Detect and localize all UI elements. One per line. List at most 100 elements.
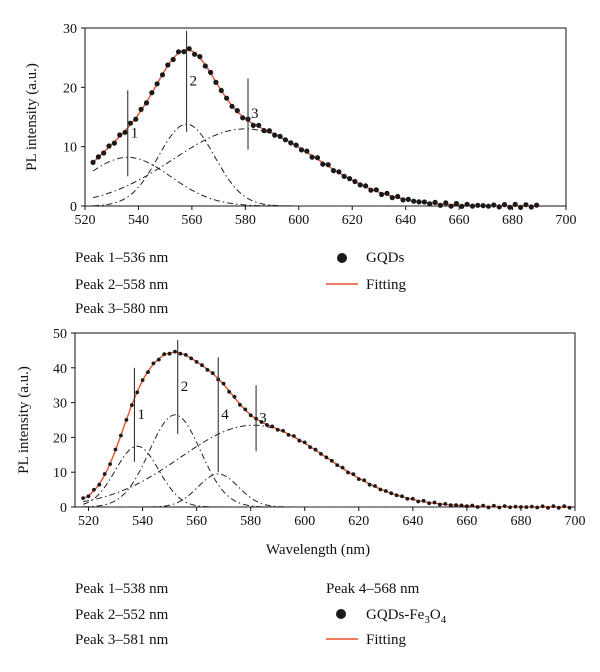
data-point-bottom-63 [421,498,426,503]
data-point-top-47 [341,173,347,179]
x-tick-label-top-2: 560 [181,213,202,228]
y-tick-label-bottom-0: 0 [60,501,67,516]
data-point-top-35 [277,133,283,139]
y-axis-label-top: PL intensity (a.u.) [24,63,40,171]
data-point-top-4 [111,140,117,146]
data-point-bottom-77 [497,505,502,510]
data-point-bottom-64 [427,501,431,506]
data-point-top-43 [320,161,326,167]
data-point-top-50 [357,182,363,188]
data-point-bottom-53 [367,482,372,487]
data-point-top-71 [469,203,476,209]
data-point-top-21 [202,63,208,69]
data-point-top-76 [496,204,502,210]
data-point-top-41 [309,154,315,160]
data-point-bottom-61 [410,496,415,501]
data-point-bottom-19 [183,353,188,357]
data-point-bottom-5 [108,462,112,466]
data-point-top-64 [432,199,438,205]
data-point-top-74 [485,203,492,209]
data-point-top-16 [175,49,182,55]
data-point-bottom-7 [119,433,123,438]
data-point-top-11 [149,90,155,96]
peak-3-label-b: Peak 3–581 nm [75,632,169,648]
y-tick-label-bottom-4: 40 [53,362,67,377]
data-point-bottom-30 [243,407,248,412]
data-point-bottom-36 [275,427,280,432]
legend-label-gqds: GQDs [366,250,404,266]
x-tick-label-top-9: 700 [556,213,577,228]
legend-label-gqds-fe3o4: GQDs-Fe3O4 [366,607,447,626]
data-point-top-20 [197,54,203,60]
data-point-top-7 [127,120,133,126]
component-curve-bottom-3 [83,473,570,508]
data-point-top-80 [518,204,524,210]
data-point-bottom-52 [362,478,367,483]
peak-2-label-b: Peak 2–552 nm [75,607,169,623]
data-point-top-2 [101,150,107,156]
data-point-top-54 [379,191,385,198]
data-point-bottom-78 [502,504,507,508]
data-point-top-56 [389,195,395,201]
data-point-bottom-37 [281,428,285,433]
data-point-bottom-48 [340,465,345,470]
legend-label-fitting-bottom: Fitting [366,632,407,648]
peak-3-label: Peak 3–580 nm [75,301,169,317]
data-point-top-42 [314,155,321,161]
peak-1-label: Peak 1–536 nm [75,250,169,266]
bottom-ticks: 520 540 560 580 600 620 640 660 680 700 0 10 20 30 40 5… [53,327,586,529]
data-point-top-48 [347,176,353,182]
data-point-bottom-71 [465,504,469,509]
data-point-bottom-72 [470,503,475,508]
data-point-bottom-14 [156,357,161,362]
data-point-bottom-17 [173,349,177,354]
data-point-bottom-81 [519,505,523,509]
x-tick-label-top-0: 520 [75,213,96,228]
data-point-bottom-41 [302,440,307,445]
x-tick-label-top-6: 640 [395,213,416,228]
top-peaks-list: Peak 1–536 nm Peak 2–558 nm Peak 3–580 n… [75,250,169,317]
data-point-top-30 [250,122,256,128]
data-point-top-3 [106,143,112,149]
x-axis-label-bottom: Wavelength (nm) [266,542,370,558]
data-point-bottom-89 [562,504,567,509]
peak-marker-label-bottom-1: 1 [137,407,145,423]
peak-1-label-b: Peak 1–538 nm [75,581,169,597]
data-point-bottom-83 [529,504,534,509]
data-point-bottom-45 [324,455,329,460]
data-point-top-60 [411,198,417,204]
y-tick-label-bottom-3: 30 [53,397,67,412]
data-point-bottom-39 [292,434,296,438]
data-point-top-8 [133,116,139,122]
data-point-top-12 [154,81,160,87]
data-point-bottom-43 [313,447,318,452]
data-point-top-5 [117,132,123,138]
legend-label-gqds-fe: GQDs-Fe [366,607,425,623]
data-point-top-52 [368,187,374,193]
peak-marker-label-bottom-4: 4 [221,407,229,423]
data-point-top-13 [159,72,166,78]
data-point-bottom-35 [270,424,275,429]
top-legend: GQDs Fitting [326,250,407,293]
bottom-peak-markers: 1 2 4 3 [133,339,267,473]
data-point-bottom-74 [481,503,485,508]
data-point-bottom-88 [556,505,561,510]
chart-bottom-gqds-fe3o4: PL intensity (a.u.) Wavelength (nm) 520 5… [16,327,586,558]
data-point-bottom-23 [205,368,210,372]
fit-line-bottom [82,351,570,508]
data-point-top-19 [192,51,198,57]
data-point-top-55 [384,190,390,196]
data-point-top-73 [480,203,486,209]
data-point-bottom-50 [351,472,356,477]
data-point-bottom-4 [102,472,107,476]
data-point-top-23 [213,79,219,85]
x-tick-label-top-5: 620 [342,213,363,228]
data-point-bottom-66 [438,502,442,507]
data-point-bottom-60 [405,496,410,501]
bottom-legend: Peak 4–568 nm GQDs-Fe3O4 Fitting [326,581,447,648]
data-point-bottom-28 [232,394,237,399]
data-point-bottom-59 [400,494,404,499]
data-point-top-46 [336,169,342,175]
data-point-top-36 [282,137,288,143]
